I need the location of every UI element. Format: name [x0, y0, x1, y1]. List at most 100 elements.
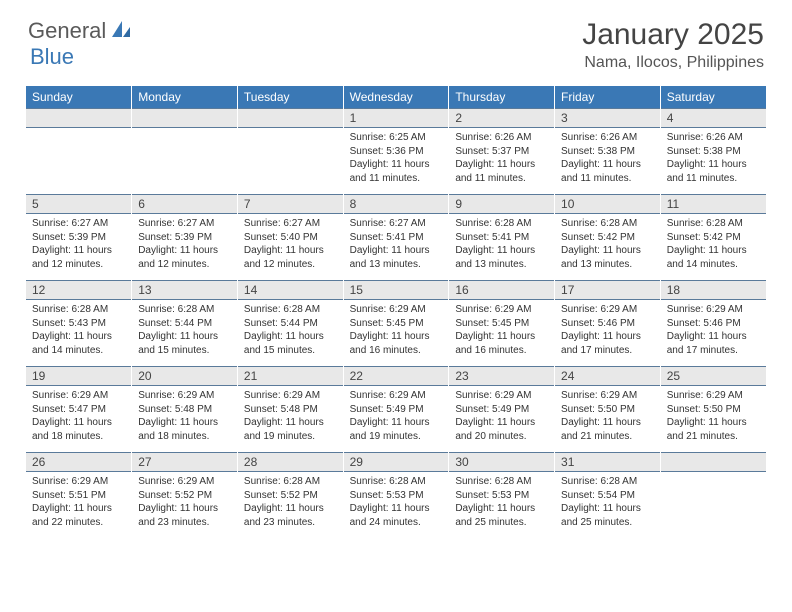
daylight-line: Daylight: 11 hours and 11 minutes.	[350, 158, 443, 185]
day-number: 6	[132, 194, 237, 214]
calendar-day-cell: 7Sunrise: 6:27 AMSunset: 5:40 PMDaylight…	[237, 194, 343, 280]
sunset-line: Sunset: 5:39 PM	[32, 231, 125, 245]
calendar-day-cell: 23Sunrise: 6:29 AMSunset: 5:49 PMDayligh…	[449, 366, 555, 452]
sunrise-line: Sunrise: 6:26 AM	[561, 131, 654, 145]
sunrise-line: Sunrise: 6:29 AM	[455, 303, 548, 317]
day-number: 11	[661, 194, 766, 214]
day-details: Sunrise: 6:26 AMSunset: 5:37 PMDaylight:…	[449, 128, 554, 189]
sunrise-line: Sunrise: 6:28 AM	[350, 475, 443, 489]
sunrise-line: Sunrise: 6:29 AM	[350, 303, 443, 317]
sunset-line: Sunset: 5:42 PM	[561, 231, 654, 245]
daylight-line: Daylight: 11 hours and 13 minutes.	[455, 244, 548, 271]
sunset-line: Sunset: 5:50 PM	[561, 403, 654, 417]
sunrise-line: Sunrise: 6:29 AM	[667, 389, 760, 403]
weekday-header: Wednesday	[343, 86, 449, 108]
calendar-day-cell: 3Sunrise: 6:26 AMSunset: 5:38 PMDaylight…	[555, 108, 661, 194]
sunset-line: Sunset: 5:54 PM	[561, 489, 654, 503]
daylight-line: Daylight: 11 hours and 13 minutes.	[350, 244, 443, 271]
sunrise-line: Sunrise: 6:29 AM	[455, 389, 548, 403]
day-number-empty	[132, 108, 237, 128]
sunrise-line: Sunrise: 6:28 AM	[667, 217, 760, 231]
calendar-day-cell: 4 Sunrise: 6:26 AMSunset: 5:38 PMDaylight…	[660, 108, 766, 194]
calendar-day-cell: 9Sunrise: 6:28 AMSunset: 5:41 PMDaylight…	[449, 194, 555, 280]
calendar-day-cell: 20Sunrise: 6:29 AMSunset: 5:48 PMDayligh…	[132, 366, 238, 452]
daylight-line: Daylight: 11 hours and 12 minutes.	[244, 244, 337, 271]
calendar-table: SundayMondayTuesdayWednesdayThursdayFrid…	[26, 86, 766, 538]
daylight-line: Daylight: 11 hours and 15 minutes.	[138, 330, 231, 357]
daylight-line: Daylight: 11 hours and 25 minutes.	[455, 502, 548, 529]
sunrise-line: Sunrise: 6:26 AM	[667, 131, 760, 145]
calendar-day-cell: 11Sunrise: 6:28 AMSunset: 5:42 PMDayligh…	[660, 194, 766, 280]
calendar-day-cell: 26Sunrise: 6:29 AMSunset: 5:51 PMDayligh…	[26, 452, 132, 538]
sunrise-line: Sunrise: 6:29 AM	[561, 303, 654, 317]
day-details: Sunrise: 6:29 AMSunset: 5:50 PMDaylight:…	[555, 386, 660, 447]
day-details: Sunrise: 6:28 AMSunset: 5:41 PMDaylight:…	[449, 214, 554, 275]
sunset-line: Sunset: 5:47 PM	[32, 403, 125, 417]
day-details: Sunrise: 6:27 AMSunset: 5:39 PMDaylight:…	[26, 214, 131, 275]
day-number: 8	[344, 194, 449, 214]
sunrise-line: Sunrise: 6:29 AM	[561, 389, 654, 403]
day-details: Sunrise: 6:29 AMSunset: 5:45 PMDaylight:…	[449, 300, 554, 361]
sunrise-line: Sunrise: 6:28 AM	[455, 475, 548, 489]
sunset-line: Sunset: 5:43 PM	[32, 317, 125, 331]
day-details: Sunrise: 6:28 AMSunset: 5:53 PMDaylight:…	[449, 472, 554, 533]
sunset-line: Sunset: 5:39 PM	[138, 231, 231, 245]
daylight-line: Daylight: 11 hours and 18 minutes.	[138, 416, 231, 443]
daylight-line: Daylight: 11 hours and 11 minutes.	[561, 158, 654, 185]
sunset-line: Sunset: 5:38 PM	[667, 145, 760, 159]
weekday-header: Thursday	[449, 86, 555, 108]
sunset-line: Sunset: 5:40 PM	[244, 231, 337, 245]
calendar-week-row: 12Sunrise: 6:28 AMSunset: 5:43 PMDayligh…	[26, 280, 766, 366]
sunset-line: Sunset: 5:45 PM	[455, 317, 548, 331]
calendar-day-cell: 16Sunrise: 6:29 AMSunset: 5:45 PMDayligh…	[449, 280, 555, 366]
calendar-week-row: 26Sunrise: 6:29 AMSunset: 5:51 PMDayligh…	[26, 452, 766, 538]
calendar-day-cell: 27Sunrise: 6:29 AMSunset: 5:52 PMDayligh…	[132, 452, 238, 538]
sunrise-line: Sunrise: 6:29 AM	[138, 475, 231, 489]
sunrise-line: Sunrise: 6:29 AM	[244, 389, 337, 403]
sunset-line: Sunset: 5:38 PM	[561, 145, 654, 159]
calendar-day-cell: 30Sunrise: 6:28 AMSunset: 5:53 PMDayligh…	[449, 452, 555, 538]
day-details: Sunrise: 6:29 AMSunset: 5:49 PMDaylight:…	[344, 386, 449, 447]
sunset-line: Sunset: 5:53 PM	[455, 489, 548, 503]
daylight-line: Daylight: 11 hours and 19 minutes.	[350, 416, 443, 443]
sunrise-line: Sunrise: 6:28 AM	[455, 217, 548, 231]
daylight-line: Daylight: 11 hours and 14 minutes.	[32, 330, 125, 357]
day-details: Sunrise: 6:28 AMSunset: 5:54 PMDaylight:…	[555, 472, 660, 533]
daylight-line: Daylight: 11 hours and 20 minutes.	[455, 416, 548, 443]
sunset-line: Sunset: 5:44 PM	[244, 317, 337, 331]
day-number: 12	[26, 280, 131, 300]
logo-text-blue-wrap: Blue	[30, 44, 74, 70]
sunset-line: Sunset: 5:46 PM	[561, 317, 654, 331]
daylight-line: Daylight: 11 hours and 21 minutes.	[667, 416, 760, 443]
day-details: Sunrise: 6:29 AMSunset: 5:52 PMDaylight:…	[132, 472, 237, 533]
sunrise-line: Sunrise: 6:25 AM	[350, 131, 443, 145]
day-details: Sunrise: 6:27 AMSunset: 5:40 PMDaylight:…	[238, 214, 343, 275]
day-details: Sunrise: 6:29 AMSunset: 5:48 PMDaylight:…	[238, 386, 343, 447]
day-number: 15	[344, 280, 449, 300]
calendar-day-cell: 8Sunrise: 6:27 AMSunset: 5:41 PMDaylight…	[343, 194, 449, 280]
day-number: 5	[26, 194, 131, 214]
calendar-day-cell: 28Sunrise: 6:28 AMSunset: 5:52 PMDayligh…	[237, 452, 343, 538]
daylight-line: Daylight: 11 hours and 11 minutes.	[667, 158, 760, 185]
weekday-header-row: SundayMondayTuesdayWednesdayThursdayFrid…	[26, 86, 766, 108]
logo-text-blue: Blue	[30, 44, 74, 69]
day-details: Sunrise: 6:29 AMSunset: 5:50 PMDaylight:…	[661, 386, 766, 447]
day-details: Sunrise: 6:29 AMSunset: 5:45 PMDaylight:…	[344, 300, 449, 361]
day-number: 4	[661, 108, 766, 128]
sunrise-line: Sunrise: 6:29 AM	[350, 389, 443, 403]
day-number: 16	[449, 280, 554, 300]
daylight-line: Daylight: 11 hours and 11 minutes.	[455, 158, 548, 185]
sunset-line: Sunset: 5:46 PM	[667, 317, 760, 331]
sunset-line: Sunset: 5:49 PM	[455, 403, 548, 417]
calendar-day-cell: 1Sunrise: 6:25 AMSunset: 5:36 PMDaylight…	[343, 108, 449, 194]
weekday-header: Tuesday	[237, 86, 343, 108]
sunset-line: Sunset: 5:45 PM	[350, 317, 443, 331]
sunset-line: Sunset: 5:50 PM	[667, 403, 760, 417]
logo-sail-icon	[110, 19, 132, 44]
daylight-line: Daylight: 11 hours and 18 minutes.	[32, 416, 125, 443]
day-number: 27	[132, 452, 237, 472]
day-details: Sunrise: 6:28 AMSunset: 5:44 PMDaylight:…	[132, 300, 237, 361]
day-details: Sunrise: 6:28 AMSunset: 5:52 PMDaylight:…	[238, 472, 343, 533]
daylight-line: Daylight: 11 hours and 17 minutes.	[561, 330, 654, 357]
sunset-line: Sunset: 5:48 PM	[138, 403, 231, 417]
